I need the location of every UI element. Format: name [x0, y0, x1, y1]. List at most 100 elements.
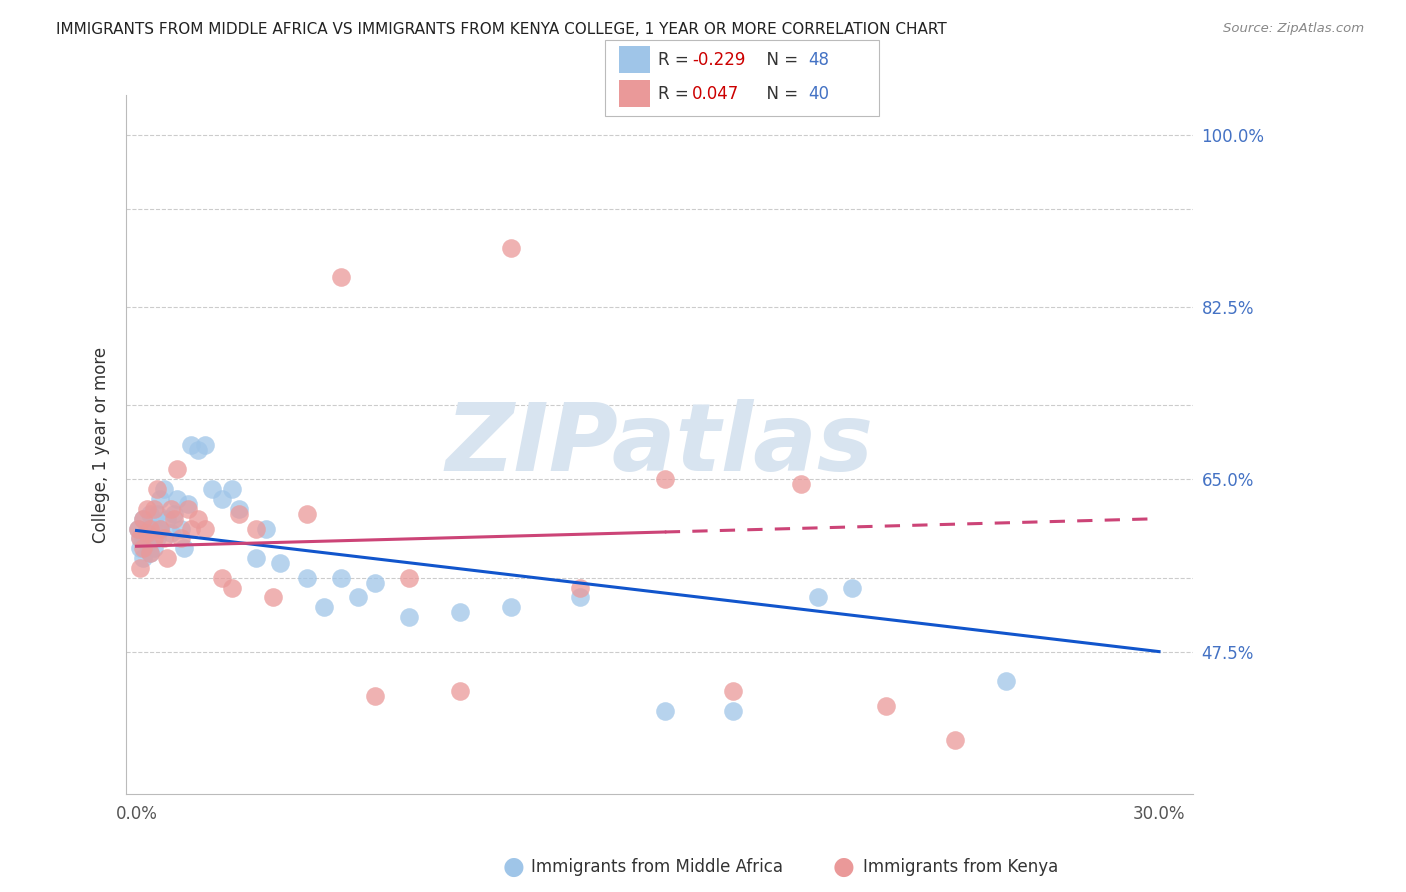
Point [139, 546, 162, 560]
Point [180, 522, 202, 536]
Point [129, 561, 152, 575]
Point [449, 684, 471, 698]
Point [129, 541, 152, 556]
Point [156, 511, 179, 525]
Point [875, 698, 897, 713]
Point [135, 522, 157, 536]
Point [194, 522, 217, 536]
Point [159, 526, 181, 541]
Point [994, 674, 1017, 689]
Text: R =: R = [658, 51, 695, 69]
Point [142, 541, 165, 556]
Point [501, 241, 523, 255]
Point [132, 532, 155, 546]
Point [163, 511, 186, 525]
Point [129, 532, 152, 546]
Point [187, 442, 209, 457]
Point [221, 482, 243, 496]
Text: -0.229: -0.229 [692, 51, 745, 69]
Text: 40: 40 [808, 85, 830, 103]
Point [721, 704, 744, 718]
Point [139, 507, 162, 521]
Point [180, 438, 202, 452]
Text: Source: ZipAtlas.com: Source: ZipAtlas.com [1223, 22, 1364, 36]
Point [330, 571, 353, 585]
Point [159, 501, 181, 516]
Point [163, 507, 186, 521]
Point [245, 522, 267, 536]
Point [149, 491, 172, 506]
Point [568, 591, 591, 605]
Point [132, 511, 155, 525]
Point [654, 472, 676, 486]
Point [149, 522, 172, 536]
Point [166, 462, 188, 476]
Text: ZIPatlas: ZIPatlas [446, 399, 873, 491]
Text: ●: ● [832, 855, 855, 879]
Point [152, 532, 174, 546]
Point [173, 541, 195, 556]
Point [449, 605, 471, 619]
Point [176, 497, 198, 511]
Point [132, 541, 155, 556]
Point [127, 522, 149, 536]
Point [200, 482, 222, 496]
Point [262, 591, 284, 605]
Point [364, 689, 387, 703]
Point [142, 501, 165, 516]
Point [135, 526, 157, 541]
Text: R =: R = [658, 85, 695, 103]
Point [132, 551, 155, 566]
Point [398, 571, 420, 585]
Text: 48: 48 [808, 51, 830, 69]
Point [312, 600, 335, 615]
Point [187, 511, 209, 525]
Text: N =: N = [756, 51, 804, 69]
Point [330, 270, 353, 285]
Point [166, 491, 188, 506]
Point [943, 733, 966, 747]
Point [170, 522, 193, 536]
Text: Immigrants from Middle Africa: Immigrants from Middle Africa [531, 858, 783, 876]
Point [135, 501, 157, 516]
Point [149, 522, 172, 536]
Text: 0.047: 0.047 [692, 85, 740, 103]
Point [170, 532, 193, 546]
Point [295, 507, 318, 521]
Point [194, 438, 217, 452]
Point [211, 571, 233, 585]
Point [146, 532, 169, 546]
Point [221, 581, 243, 595]
Text: Immigrants from Kenya: Immigrants from Kenya [863, 858, 1059, 876]
Point [176, 501, 198, 516]
Point [156, 551, 179, 566]
Point [127, 522, 149, 536]
Point [295, 571, 318, 585]
Text: N =: N = [756, 85, 804, 103]
Point [841, 581, 863, 595]
Point [139, 546, 162, 560]
Point [135, 536, 157, 550]
Point [501, 600, 523, 615]
Point [146, 507, 169, 521]
Point [568, 581, 591, 595]
Point [228, 507, 250, 521]
Point [654, 704, 676, 718]
Point [790, 477, 813, 491]
Point [245, 551, 267, 566]
Point [721, 684, 744, 698]
Point [347, 591, 370, 605]
Text: IMMIGRANTS FROM MIDDLE AFRICA VS IMMIGRANTS FROM KENYA COLLEGE, 1 YEAR OR MORE C: IMMIGRANTS FROM MIDDLE AFRICA VS IMMIGRA… [56, 22, 948, 37]
Point [139, 522, 162, 536]
Point [146, 482, 169, 496]
Point [228, 501, 250, 516]
Point [398, 610, 420, 624]
Y-axis label: College, 1 year or more: College, 1 year or more [93, 347, 110, 543]
Point [364, 575, 387, 590]
Point [152, 482, 174, 496]
Point [142, 522, 165, 536]
Text: ●: ● [502, 855, 524, 879]
Point [269, 556, 291, 570]
Point [132, 511, 155, 525]
Point [807, 591, 830, 605]
